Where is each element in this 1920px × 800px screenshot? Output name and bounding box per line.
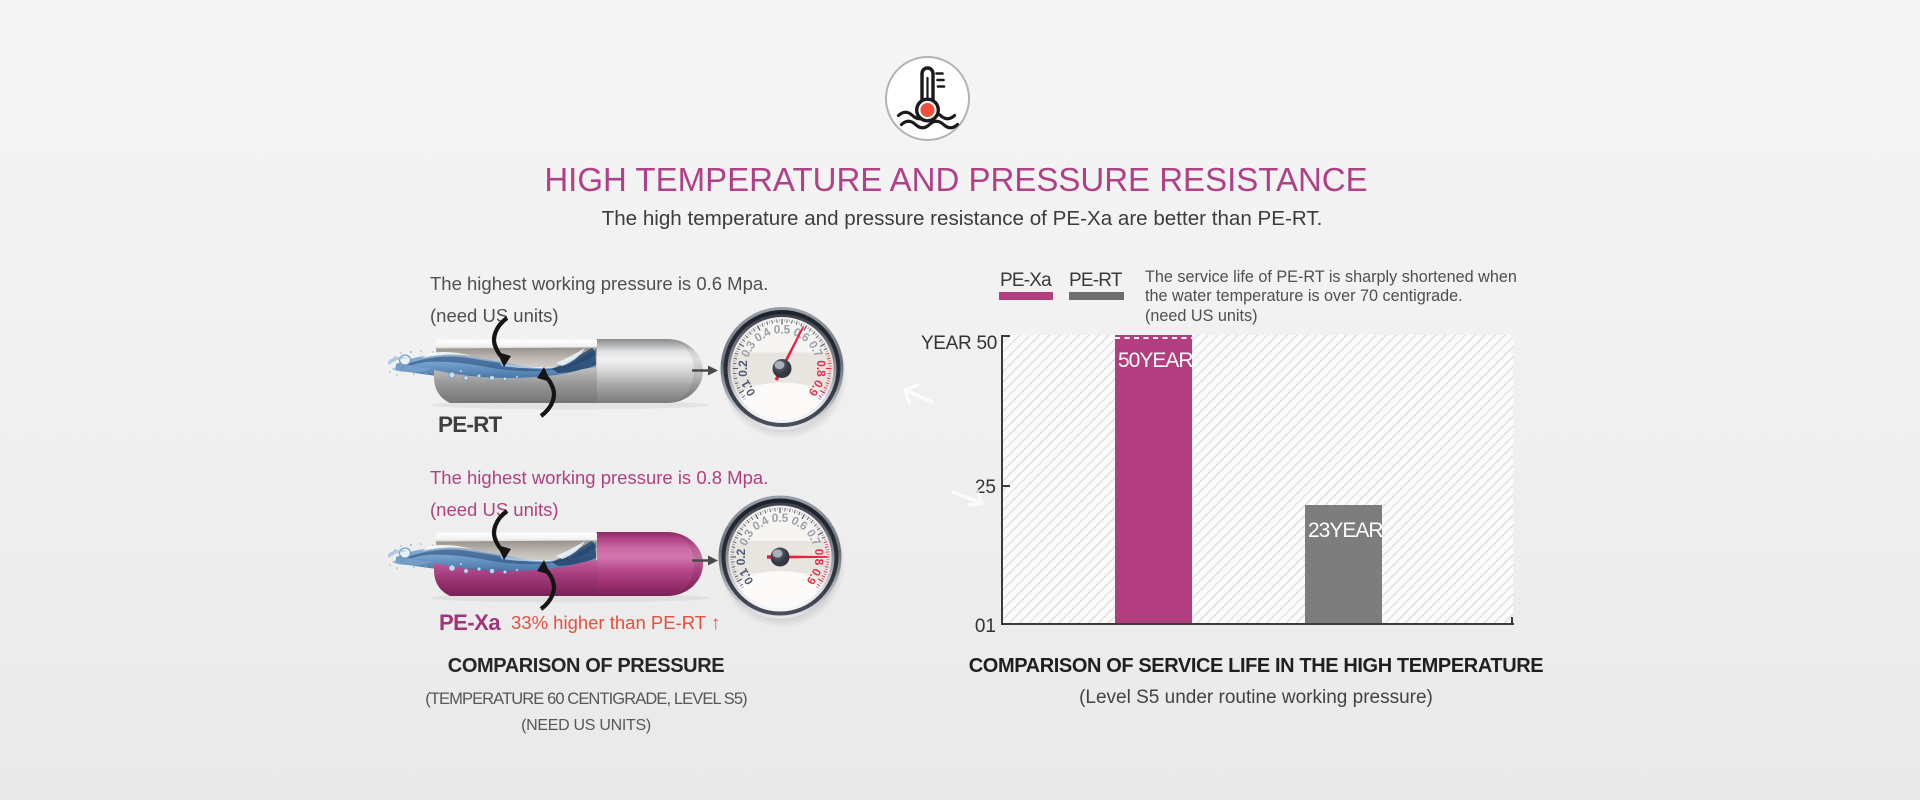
svg-text:0.5: 0.5	[774, 323, 791, 337]
svg-text:0.8: 0.8	[814, 360, 828, 377]
svg-text:0.2: 0.2	[734, 548, 748, 565]
svg-text:0.2: 0.2	[736, 360, 750, 377]
svg-text:0.5: 0.5	[772, 511, 789, 525]
